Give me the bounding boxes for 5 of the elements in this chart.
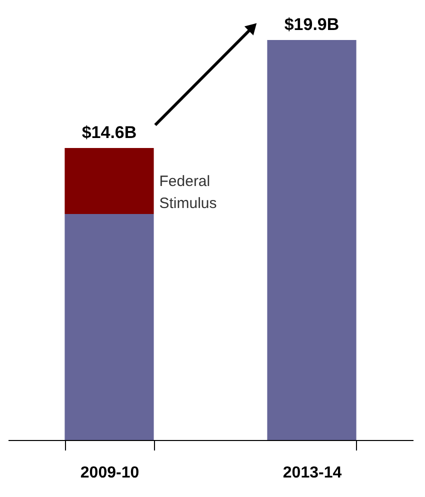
annotation: $19.9B [284,15,340,34]
annotation: $14.6B [82,123,137,142]
x-tick-label: 2013-14 [282,464,342,482]
series-label: Federal Stimulus [159,173,217,212]
x-tick-label: 2009-10 [80,464,140,482]
